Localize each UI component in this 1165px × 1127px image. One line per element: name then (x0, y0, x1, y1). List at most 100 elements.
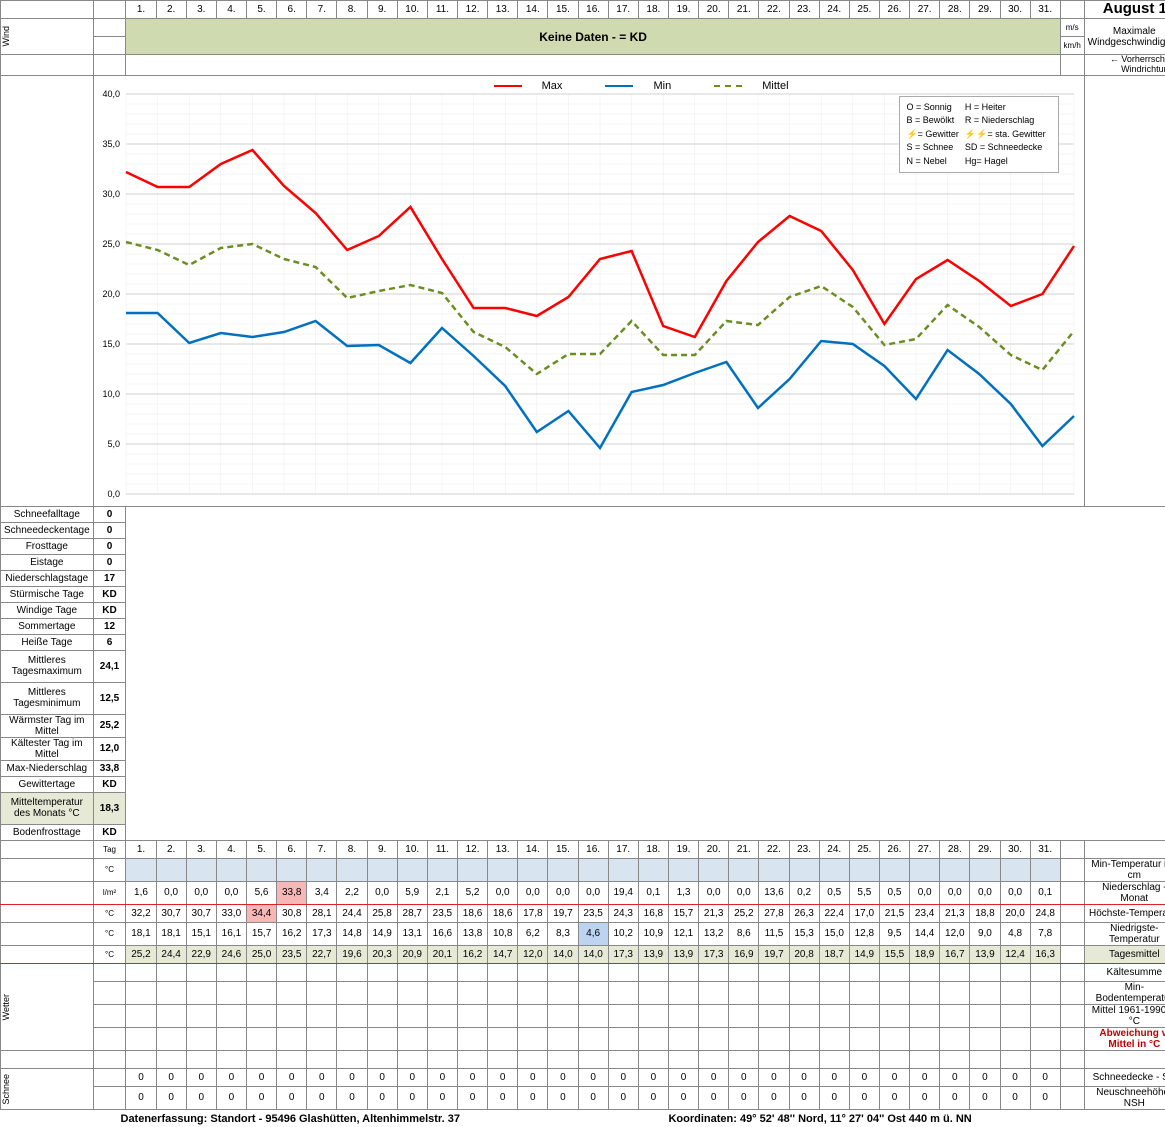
data-cell: 29. (970, 840, 1000, 858)
data-cell (940, 1027, 970, 1050)
data-cell: 28,1 (307, 904, 337, 922)
stat-label: Schneefalltage (1, 506, 94, 522)
data-cell (216, 1050, 246, 1068)
data-cell (488, 963, 518, 981)
data-cell: 0 (819, 1086, 849, 1109)
data-cell (668, 1027, 698, 1050)
data-cell: 23,5 (427, 904, 457, 922)
data-cell (337, 1027, 367, 1050)
data-cell (427, 1004, 457, 1027)
data-cell: 0,0 (910, 881, 940, 904)
data-cell: 24,6 (216, 945, 246, 963)
data-cell: 0 (216, 1086, 246, 1109)
data-cell: 0 (367, 1086, 397, 1109)
data-cell (397, 981, 427, 1004)
data-cell: 13,1 (397, 922, 427, 945)
data-cell: 2,2 (337, 881, 367, 904)
data-cell (367, 1004, 397, 1027)
data-cell: 2,1 (427, 881, 457, 904)
data-cell (578, 963, 608, 981)
data-cell (910, 981, 940, 1004)
data-cell (488, 1027, 518, 1050)
svg-text:35,0: 35,0 (102, 139, 120, 149)
data-cell (427, 981, 457, 1004)
data-cell: 30,7 (156, 904, 186, 922)
data-cell: 0 (759, 1086, 789, 1109)
data-cell: 20,3 (367, 945, 397, 963)
day-header: 8. (337, 1, 367, 19)
data-cell (879, 963, 909, 981)
data-cell: 0 (970, 1068, 1000, 1086)
data-cell: 0 (277, 1086, 307, 1109)
data-cell: 0 (638, 1086, 668, 1109)
data-cell: 28,7 (397, 904, 427, 922)
data-cell: 0 (668, 1068, 698, 1086)
data-cell: 22. (759, 840, 789, 858)
data-cell (729, 1027, 759, 1050)
data-cell (457, 981, 487, 1004)
stat-value: KD (93, 776, 126, 792)
day-header: 29. (970, 1, 1000, 19)
data-cell: 0 (699, 1086, 729, 1109)
day-header: 31. (1030, 1, 1060, 19)
stat-value: 0 (93, 554, 126, 570)
day-header: 26. (879, 1, 909, 19)
data-cell: 0 (518, 1086, 548, 1109)
data-cell (488, 1050, 518, 1068)
data-cell: 26,3 (789, 904, 819, 922)
data-cell (699, 981, 729, 1004)
row-label: Kältesumme (1084, 963, 1165, 981)
data-cell: 0 (427, 1068, 457, 1086)
stat-value: 0 (93, 538, 126, 554)
data-cell (940, 981, 970, 1004)
data-cell (608, 963, 638, 981)
data-cell (397, 1050, 427, 1068)
data-cell: 0 (337, 1086, 367, 1109)
day-header: 6. (277, 1, 307, 19)
data-cell: 33,0 (216, 904, 246, 922)
data-cell (729, 963, 759, 981)
data-cell: 13,6 (759, 881, 789, 904)
data-cell (668, 858, 698, 881)
svg-text:40,0: 40,0 (102, 89, 120, 99)
row-label (1084, 840, 1165, 858)
data-cell (518, 1027, 548, 1050)
data-cell: 0,1 (1030, 881, 1060, 904)
data-cell: 18,1 (126, 922, 156, 945)
stat-label: Niederschlagstage (1, 570, 94, 586)
day-header: 27. (910, 1, 940, 19)
data-cell: 8. (337, 840, 367, 858)
data-cell: 0,0 (367, 881, 397, 904)
data-cell (548, 1050, 578, 1068)
data-cell: 27. (910, 840, 940, 858)
data-cell: 10,2 (608, 922, 638, 945)
data-cell: 21,5 (879, 904, 909, 922)
data-cell (608, 858, 638, 881)
data-cell (668, 981, 698, 1004)
data-cell (186, 858, 216, 881)
data-cell (427, 1050, 457, 1068)
data-cell: 0,0 (578, 881, 608, 904)
data-cell: 0 (729, 1068, 759, 1086)
data-cell (819, 1004, 849, 1027)
data-cell: 15,0 (819, 922, 849, 945)
data-cell: 23,5 (578, 904, 608, 922)
data-cell (759, 858, 789, 881)
data-cell (186, 1050, 216, 1068)
data-cell: 9,5 (879, 922, 909, 945)
data-cell (699, 858, 729, 881)
data-cell (126, 1004, 156, 1027)
data-cell (910, 1027, 940, 1050)
day-header: 20. (699, 1, 729, 19)
data-cell (759, 1004, 789, 1027)
data-cell: 0 (940, 1086, 970, 1109)
data-cell: 0 (1000, 1086, 1030, 1109)
data-cell (759, 963, 789, 981)
data-cell (940, 858, 970, 881)
data-cell: 23,5 (277, 945, 307, 963)
data-cell: 30,8 (277, 904, 307, 922)
stat-value: KD (93, 824, 126, 840)
stat-label: Schneedeckentage (1, 522, 94, 538)
stat-label: Kältester Tag im Mittel (1, 737, 94, 760)
data-cell: 24,4 (156, 945, 186, 963)
